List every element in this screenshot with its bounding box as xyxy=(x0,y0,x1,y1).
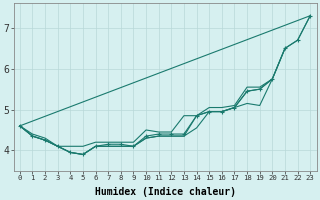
X-axis label: Humidex (Indice chaleur): Humidex (Indice chaleur) xyxy=(94,186,236,197)
